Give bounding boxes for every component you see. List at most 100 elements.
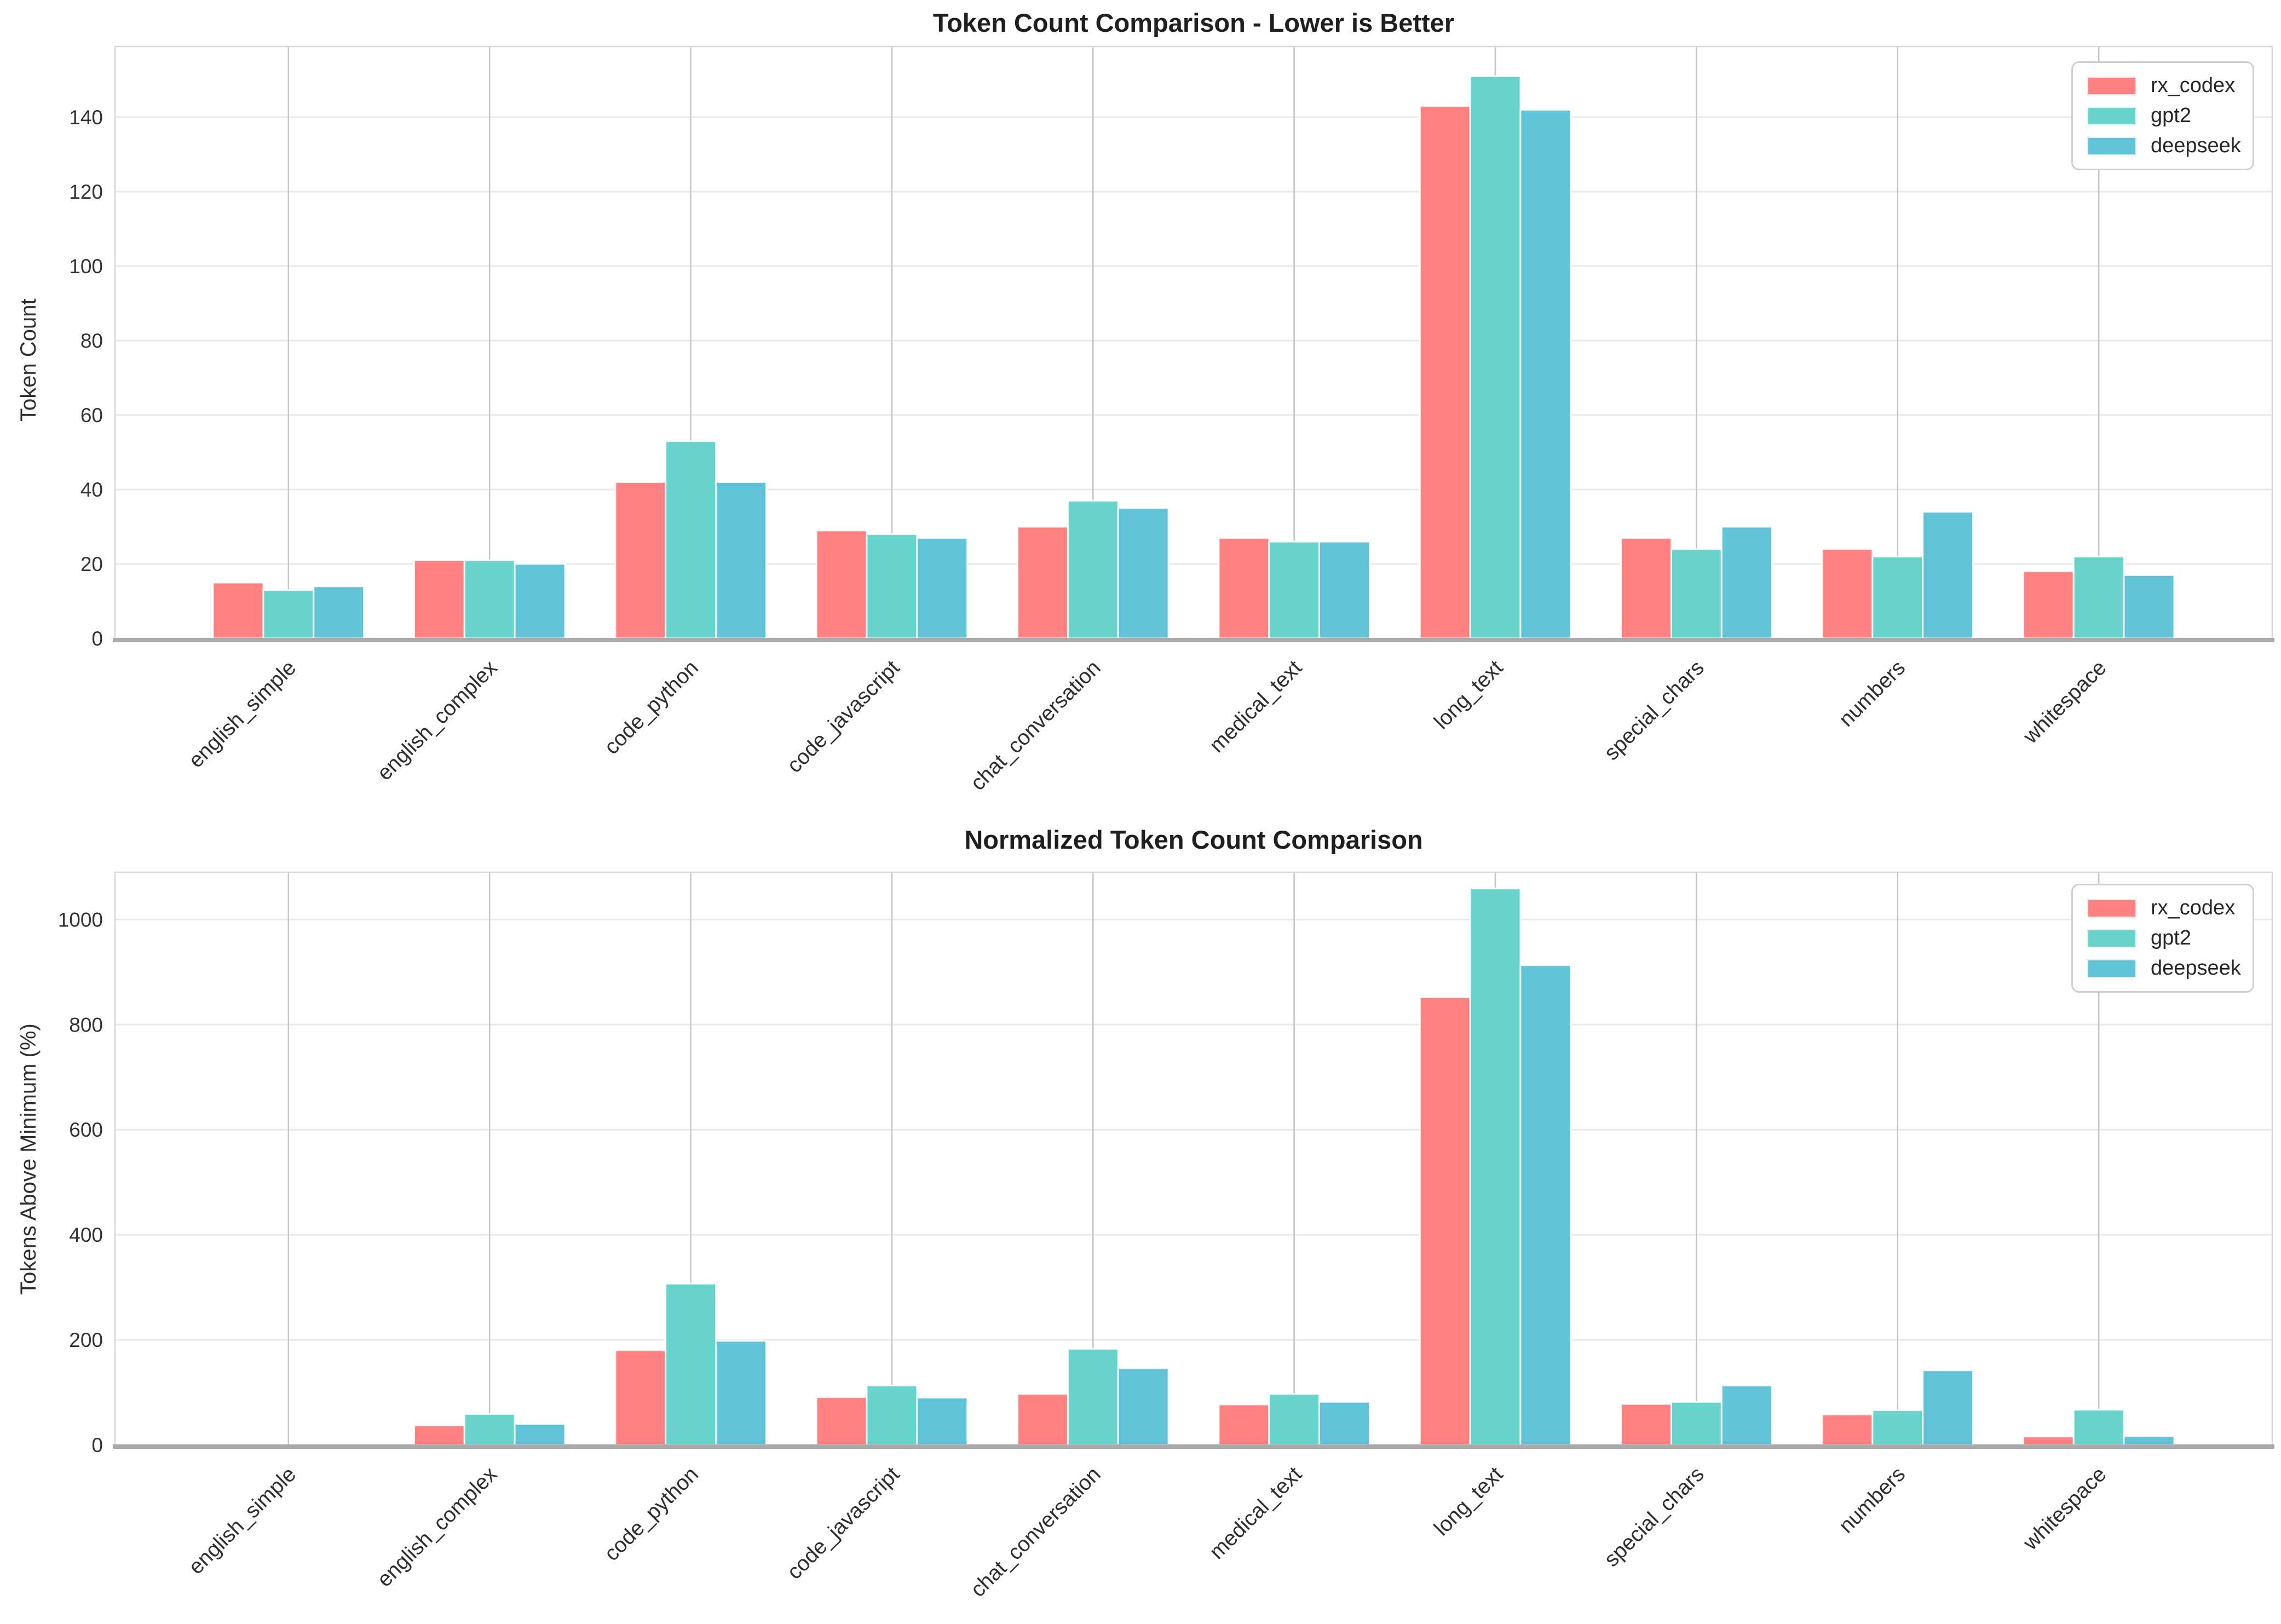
x-category-label: english_simple xyxy=(184,656,301,773)
x-category-label: special_chars xyxy=(1600,656,1709,765)
legend-label-gpt2: gpt2 xyxy=(2151,926,2191,949)
bar-rx_codex-english_simple xyxy=(212,581,264,640)
y-tick-label: 60 xyxy=(80,404,103,427)
bar-deepseek-english_complex xyxy=(514,1423,566,1446)
bar-rx_codex-chat_conversation xyxy=(1017,526,1069,640)
bar-rx_codex-code_python xyxy=(614,481,667,640)
legend-swatch-deepseek xyxy=(2087,136,2136,156)
x-category-label: chat_conversation xyxy=(966,1462,1105,1602)
y-tick-label: 100 xyxy=(69,255,103,278)
bar-deepseek-special_chars xyxy=(1720,526,1773,640)
plot-border xyxy=(114,871,2273,1446)
bar-gpt2-numbers xyxy=(1871,1409,1924,1446)
legend-label-deepseek: deepseek xyxy=(2151,134,2241,157)
bar-gpt2-medical_text xyxy=(1268,1393,1321,1446)
y-tick-label: 80 xyxy=(80,330,103,352)
legend-swatch-gpt2 xyxy=(2087,929,2136,948)
legend-label-gpt2: gpt2 xyxy=(2151,104,2191,127)
y-tick-label: 600 xyxy=(69,1119,103,1141)
x-category-label: special_chars xyxy=(1600,1462,1709,1571)
x-category-label: code_python xyxy=(600,1462,703,1565)
legend-item-deepseek: deepseek xyxy=(2087,134,2241,158)
bar-gpt2-code_python xyxy=(665,440,717,640)
bar-deepseek-chat_conversation xyxy=(1117,507,1170,640)
legend-item-rx-codex: rx_codex xyxy=(2087,74,2238,97)
legend-normalized-chart: rx_codex gpt2 deepseek xyxy=(2071,884,2254,993)
legend-swatch-rx-codex xyxy=(2087,899,2136,918)
bar-rx_codex-whitespace xyxy=(2022,1436,2075,1446)
legend-label-deepseek: deepseek xyxy=(2151,957,2241,980)
bar-deepseek-numbers xyxy=(1922,1369,1974,1446)
legend-swatch-rx-codex xyxy=(2087,76,2136,95)
bar-rx_codex-whitespace xyxy=(2022,571,2075,640)
y-tick-label: 1000 xyxy=(58,908,103,931)
bar-gpt2-english_complex xyxy=(463,1413,516,1446)
x-category-label: english_complex xyxy=(373,656,502,785)
bar-deepseek-chat_conversation xyxy=(1117,1367,1170,1446)
bar-deepseek-numbers xyxy=(1922,511,1974,640)
legend-label-rx-codex: rx_codex xyxy=(2151,74,2236,97)
bar-gpt2-code_python xyxy=(665,1282,717,1446)
x-category-label: code_javascript xyxy=(782,656,904,778)
chart-title-normalized: Normalized Token Count Comparison xyxy=(964,825,1423,854)
legend-item-gpt2: gpt2 xyxy=(2087,926,2238,950)
bar-rx_codex-english_complex xyxy=(413,559,465,640)
legend-swatch-deepseek xyxy=(2087,959,2136,978)
bar-deepseek-code_javascript xyxy=(916,537,969,640)
y-tick-label: 40 xyxy=(80,479,103,501)
bar-deepseek-whitespace xyxy=(2123,574,2175,640)
legend-item-rx-codex: rx_codex xyxy=(2087,896,2238,920)
legend-swatch-gpt2 xyxy=(2087,106,2136,125)
bar-deepseek-special_chars xyxy=(1720,1385,1773,1446)
token-count-bar-chart: 0 20 40 60 80 100 120 140 english_simple english_… xyxy=(69,45,2274,795)
bar-deepseek-long_text xyxy=(1519,964,1572,1446)
bar-rx_codex-long_text xyxy=(1419,105,1471,640)
x-category-label: medical_text xyxy=(1205,656,1306,757)
bar-gpt2-whitespace xyxy=(2072,555,2125,640)
bar-gpt2-numbers xyxy=(1871,555,1924,640)
bar-deepseek-english_complex xyxy=(514,563,566,640)
x-category-label: whitespace xyxy=(2018,1462,2111,1555)
x-category-label: numbers xyxy=(1834,656,1910,732)
bar-gpt2-special_chars xyxy=(1670,548,1723,640)
bar-rx_codex-special_chars xyxy=(1620,537,1672,640)
bar-gpt2-medical_text xyxy=(1268,540,1321,640)
legend-item-gpt2: gpt2 xyxy=(2087,104,2238,128)
bar-rx_codex-special_chars xyxy=(1620,1403,1672,1446)
x-category-label: whitespace xyxy=(2018,656,2111,748)
bar-gpt2-long_text xyxy=(1469,888,1522,1446)
y-tick-label: 200 xyxy=(69,1329,103,1351)
bar-rx_codex-code_javascript xyxy=(815,529,868,640)
x-category-label: english_simple xyxy=(184,1462,301,1579)
legend-label-rx-codex: rx_codex xyxy=(2151,896,2236,919)
y-tick-label: 0 xyxy=(91,627,103,650)
bar-rx_codex-chat_conversation xyxy=(1017,1393,1069,1446)
bar-rx_codex-numbers xyxy=(1821,548,1874,640)
bar-gpt2-special_chars xyxy=(1670,1401,1723,1446)
bar-rx_codex-long_text xyxy=(1419,996,1471,1446)
bar-gpt2-whitespace xyxy=(2072,1409,2125,1446)
x-category-label: numbers xyxy=(1834,1462,1910,1538)
bar-gpt2-chat_conversation xyxy=(1067,1347,1119,1446)
chart-title-token-count: Token Count Comparison - Lower is Better xyxy=(932,8,1455,37)
x-category-label: long_text xyxy=(1430,656,1507,734)
y-tick-label: 400 xyxy=(69,1224,103,1246)
bar-deepseek-code_python xyxy=(715,1340,767,1446)
y-tick-label: 20 xyxy=(80,553,103,575)
bar-deepseek-whitespace xyxy=(2123,1435,2175,1446)
bar-rx_codex-code_python xyxy=(614,1349,667,1446)
bar-deepseek-medical_text xyxy=(1318,540,1370,640)
bar-rx_codex-medical_text xyxy=(1218,537,1270,640)
x-category-label: code_javascript xyxy=(782,1462,904,1584)
bar-rx_codex-numbers xyxy=(1821,1413,1874,1446)
x-category-label: english_complex xyxy=(373,1462,502,1592)
legend-item-deepseek: deepseek xyxy=(2087,957,2241,980)
x-category-label: code_python xyxy=(600,656,703,759)
bar-gpt2-code_javascript xyxy=(866,1385,918,1446)
y-tick-label: 140 xyxy=(69,106,103,129)
bar-deepseek-long_text xyxy=(1519,109,1572,640)
y-tick-label: 0 xyxy=(91,1434,103,1456)
bar-deepseek-code_python xyxy=(715,481,767,640)
normalized-token-count-bar-chart: 0 200 400 600 800 1000 english_simple english_c… xyxy=(58,871,2274,1602)
bar-gpt2-code_javascript xyxy=(866,533,918,640)
